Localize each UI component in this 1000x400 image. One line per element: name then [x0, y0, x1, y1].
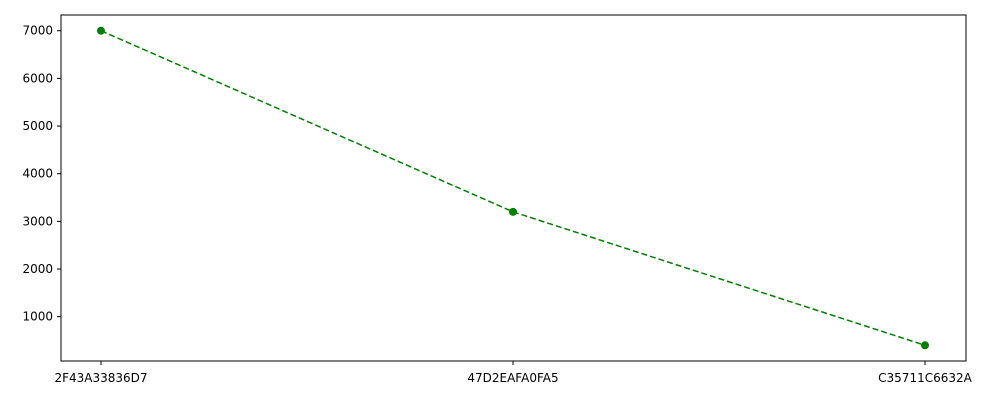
plot-area	[61, 15, 966, 361]
series-layer	[97, 26, 929, 350]
x-tick-label: 2F43A33836D7	[54, 371, 147, 385]
x-tick-label: 47D2EAFA0FA5	[467, 371, 558, 385]
x-axis: 2F43A33836D7 47D2EAFA0FA5 C35711C6632A	[54, 361, 973, 385]
y-tick-label: 6000	[22, 71, 53, 85]
x-tick-label: C35711C6632A	[878, 371, 972, 385]
plot-frame	[60, 14, 967, 362]
y-tick-label: 5000	[22, 119, 53, 133]
y-tick-label: 4000	[22, 167, 53, 181]
y-tick-label: 1000	[22, 310, 53, 324]
data-point	[921, 341, 929, 350]
data-point	[509, 207, 517, 216]
data-point	[97, 26, 105, 35]
y-axis: 1000 2000 3000 4000 5000 6000 7000	[22, 24, 61, 324]
y-tick-label: 2000	[22, 262, 53, 276]
y-tick-label: 3000	[22, 214, 53, 228]
y-tick-label: 7000	[22, 24, 53, 38]
